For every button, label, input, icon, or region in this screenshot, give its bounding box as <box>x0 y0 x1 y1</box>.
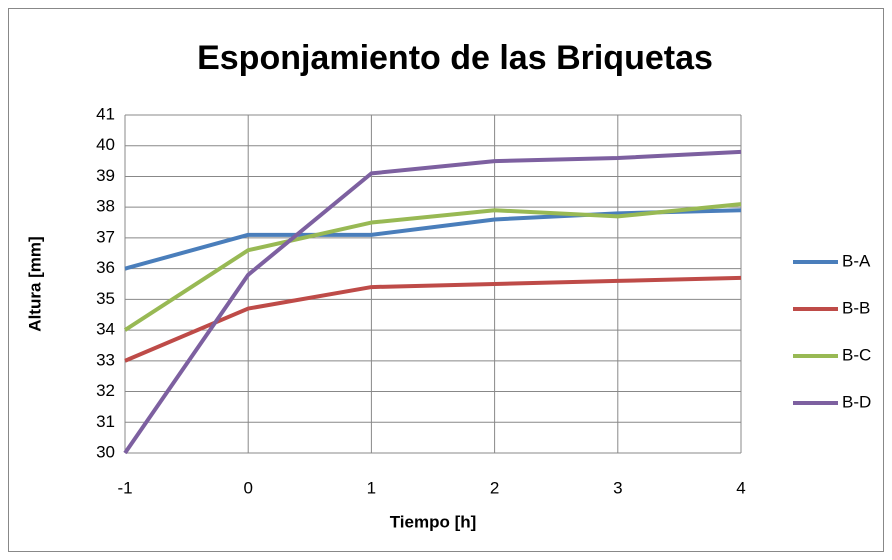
y-tick-label: 31 <box>96 412 115 431</box>
x-tick-label: 0 <box>243 478 252 497</box>
y-tick-label: 40 <box>96 135 115 154</box>
chart-border <box>8 8 884 552</box>
x-tick-label: 3 <box>613 478 622 497</box>
y-tick-label: 33 <box>96 350 115 369</box>
x-tick-label: 2 <box>490 478 499 497</box>
legend-label: B-C <box>842 345 871 364</box>
x-tick-label: 1 <box>367 478 376 497</box>
y-tick-label: 41 <box>96 104 115 123</box>
y-tick-label: 37 <box>96 227 115 246</box>
series-line <box>124 275 742 363</box>
y-tick-label: 30 <box>96 442 115 461</box>
y-tick-label: 36 <box>96 258 115 277</box>
series-line <box>123 149 742 455</box>
x-tick-label: -1 <box>117 478 132 497</box>
x-tick-label: 4 <box>736 478 745 497</box>
y-tick-label: 38 <box>96 197 115 216</box>
chart-title: Esponjamiento de las Briquetas <box>197 39 713 77</box>
legend-label: B-D <box>842 392 871 411</box>
y-axis-label: Altura [mm] <box>25 236 44 331</box>
y-tick-label: 34 <box>96 320 115 339</box>
x-axis-label: Tiempo [h] <box>390 512 477 531</box>
series-line <box>123 202 742 332</box>
legend-label: B-A <box>842 251 871 270</box>
y-tick-label: 35 <box>96 289 115 308</box>
y-tick-label: 39 <box>96 166 115 185</box>
legend-label: B-B <box>842 298 870 317</box>
y-tick-label: 32 <box>96 381 115 400</box>
